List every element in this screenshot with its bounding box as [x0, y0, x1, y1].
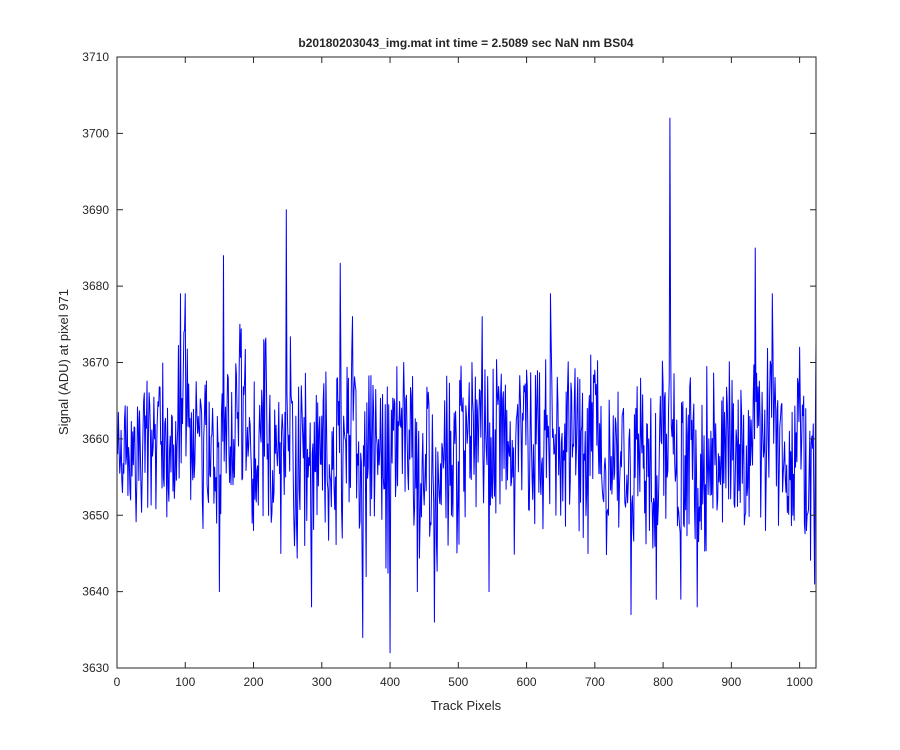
x-tick-label: 600 — [517, 675, 537, 689]
x-tick-label: 300 — [312, 675, 332, 689]
y-tick-label: 3630 — [82, 661, 109, 675]
x-tick-label: 800 — [653, 675, 673, 689]
plot-area — [117, 57, 816, 668]
x-tick-label: 200 — [244, 675, 264, 689]
x-tick-label: 900 — [721, 675, 741, 689]
y-tick-label: 3640 — [82, 585, 109, 599]
x-tick-label: 500 — [448, 675, 468, 689]
y-tick-label: 3650 — [82, 508, 109, 522]
series-layer — [117, 117, 817, 654]
y-tick-label: 3700 — [82, 126, 109, 140]
x-tick-label: 1000 — [786, 675, 813, 689]
x-axis-ticks: 0 100 200 300 400 500 600 700 800 900 1000 — [114, 57, 813, 689]
signal-line — [117, 117, 817, 654]
x-tick-label: 400 — [380, 675, 400, 689]
chart-title: b20180203043_img.mat int time = 2.5089 s… — [298, 36, 634, 50]
y-axis-label: Signal (ADU) at pixel 971 — [56, 289, 71, 435]
x-axis-label: Track Pixels — [431, 698, 502, 713]
y-tick-label: 3680 — [82, 279, 109, 293]
y-axis-ticks: 3630 3640 3650 3660 3670 3680 3690 3700 3710 — [82, 50, 816, 675]
y-tick-label: 3690 — [82, 203, 109, 217]
x-tick-label: 700 — [585, 675, 605, 689]
y-tick-label: 3710 — [82, 50, 109, 64]
y-tick-label: 3670 — [82, 356, 109, 370]
x-tick-label: 0 — [114, 675, 121, 689]
y-tick-label: 3660 — [82, 432, 109, 446]
x-tick-label: 100 — [175, 675, 195, 689]
